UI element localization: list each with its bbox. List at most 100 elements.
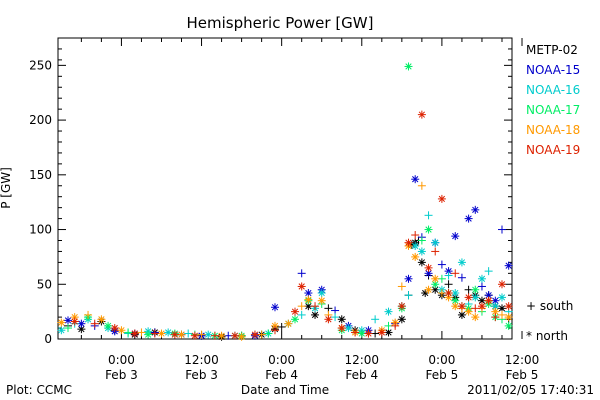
data-point [431, 274, 440, 283]
data-point [437, 260, 446, 269]
data-point [484, 267, 493, 276]
data-point [451, 269, 460, 278]
data-point [491, 313, 500, 322]
data-point [471, 293, 480, 302]
y-tick-label: 0 [44, 332, 52, 346]
data-point [104, 321, 113, 330]
data-point [451, 232, 460, 241]
data-point [144, 330, 153, 339]
data-point [457, 302, 466, 311]
data-point [444, 271, 453, 280]
data-point [284, 319, 293, 328]
data-point [311, 302, 320, 311]
data-point [457, 273, 466, 282]
data-point [57, 326, 66, 335]
x-tick-time-label: 12:00 [344, 353, 379, 367]
data-point [224, 331, 233, 340]
data-point [297, 269, 306, 278]
data-point [431, 247, 440, 256]
data-point [477, 302, 486, 311]
data-point [297, 302, 306, 311]
data-point [177, 330, 186, 339]
data-point [324, 315, 333, 324]
data-point [477, 274, 486, 283]
data-point [124, 328, 133, 337]
data-point [264, 329, 273, 338]
x-tick-date-label: Feb 4 [345, 368, 378, 382]
marker-legend: + south * north [526, 299, 573, 343]
data-point [444, 280, 453, 289]
x-tick-date-label: Feb 3 [105, 368, 138, 382]
data-point [424, 211, 433, 220]
data-point [297, 282, 306, 291]
data-point [277, 322, 286, 331]
data-point [444, 267, 453, 276]
data-point [250, 330, 259, 339]
data-point [197, 330, 206, 339]
data-points [57, 62, 513, 341]
data-point [217, 331, 226, 340]
data-point [184, 329, 193, 338]
data-point [497, 225, 506, 234]
data-point [270, 326, 279, 335]
data-point [210, 331, 219, 340]
data-point [437, 194, 446, 203]
data-point [97, 315, 106, 324]
data-point [404, 274, 413, 283]
x-tick-date-label: Feb 4 [265, 368, 298, 382]
data-point [444, 289, 453, 298]
data-point [504, 313, 513, 322]
data-point [230, 331, 239, 340]
data-point [397, 315, 406, 324]
data-point [497, 280, 506, 289]
legend-entry: NOAA-17 [526, 103, 580, 117]
data-point [464, 214, 473, 223]
data-point [457, 258, 466, 267]
data-point [404, 62, 413, 71]
timestamp: 2011/02/05 17:40:31 [467, 383, 594, 397]
data-point [417, 181, 426, 190]
x-tick-time-label: 0:00 [428, 353, 455, 367]
x-tick-time-label: 12:00 [505, 353, 540, 367]
data-point [471, 285, 480, 294]
data-point [417, 258, 426, 267]
data-point [411, 175, 420, 184]
legend-entry: NOAA-18 [526, 123, 580, 137]
data-point [404, 291, 413, 300]
data-point [504, 261, 513, 270]
data-point [417, 236, 426, 245]
data-point [237, 332, 246, 341]
x-tick-date-label: Feb 5 [506, 368, 539, 382]
data-point [364, 329, 373, 338]
data-point [64, 316, 73, 325]
data-point [190, 331, 199, 340]
data-point [337, 315, 346, 324]
x-tick-time-label: 12:00 [184, 353, 219, 367]
legend-entry: NOAA-19 [526, 143, 580, 157]
data-point [424, 285, 433, 294]
marker-legend-entry: + south [526, 299, 573, 313]
data-point [397, 302, 406, 311]
data-point [164, 328, 173, 337]
data-point [431, 280, 440, 289]
data-point [371, 329, 380, 338]
x-tick-date-label: Feb 3 [185, 368, 218, 382]
data-point [504, 321, 513, 330]
data-point [484, 296, 493, 305]
plot-frame [57, 37, 513, 340]
data-point [411, 252, 420, 261]
data-point [90, 319, 99, 328]
data-point [57, 318, 66, 327]
data-point [471, 304, 480, 313]
data-point [357, 329, 366, 338]
legend-entry: METP-02 [526, 43, 578, 57]
legend-entry: NOAA-16 [526, 83, 580, 97]
data-point [504, 302, 513, 311]
data-point [464, 307, 473, 316]
data-point [150, 329, 159, 338]
data-point [484, 291, 493, 300]
data-point [397, 282, 406, 291]
data-point [204, 330, 213, 339]
data-point [331, 313, 340, 322]
